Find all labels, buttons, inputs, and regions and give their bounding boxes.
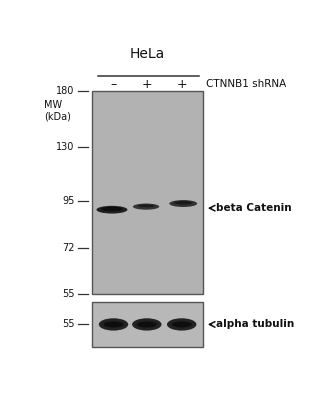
Ellipse shape [172, 321, 192, 328]
Ellipse shape [137, 204, 155, 207]
Text: 180: 180 [56, 86, 75, 96]
Ellipse shape [99, 318, 128, 330]
Text: 55: 55 [62, 320, 75, 330]
Bar [92, 302, 203, 347]
Bar [92, 91, 203, 294]
Ellipse shape [103, 321, 123, 328]
Text: beta Catenin: beta Catenin [216, 203, 292, 213]
Ellipse shape [133, 204, 159, 210]
Ellipse shape [96, 206, 128, 214]
Ellipse shape [174, 201, 193, 205]
Text: 95: 95 [63, 196, 75, 206]
Text: CTNNB1 shRNA: CTNNB1 shRNA [206, 79, 287, 89]
Text: HeLa: HeLa [130, 47, 165, 61]
Ellipse shape [167, 318, 197, 330]
Text: MW
(kDa): MW (kDa) [44, 100, 70, 122]
Text: –: – [110, 78, 117, 91]
Ellipse shape [137, 321, 157, 328]
Text: 130: 130 [56, 142, 75, 152]
Ellipse shape [169, 200, 197, 207]
Text: alpha tubulin: alpha tubulin [216, 320, 294, 330]
Ellipse shape [132, 318, 161, 330]
Text: +: + [176, 78, 187, 91]
Ellipse shape [101, 207, 123, 211]
Text: +: + [142, 78, 152, 91]
Text: 55: 55 [62, 290, 75, 299]
Text: 72: 72 [62, 243, 75, 253]
